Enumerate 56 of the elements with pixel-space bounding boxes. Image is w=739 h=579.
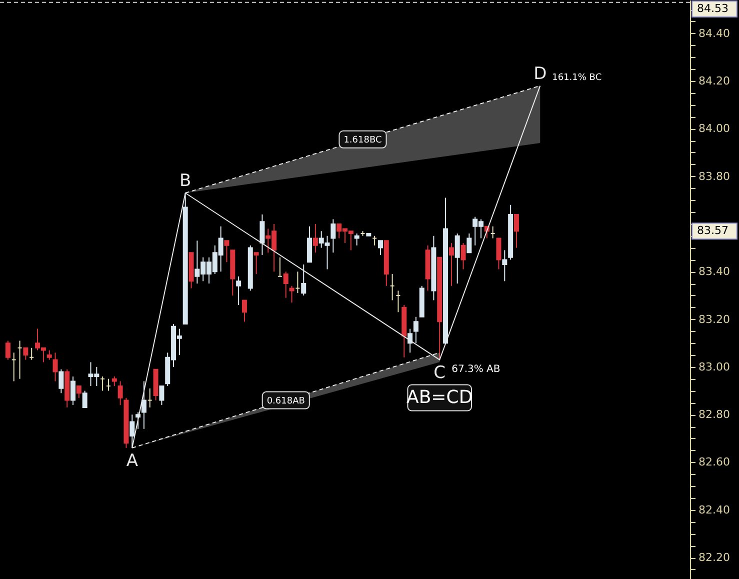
candlestick [312, 223, 318, 254]
y-tick-label: 84.20 [698, 74, 730, 88]
y-tick-label: 83.40 [698, 265, 730, 278]
candlestick [46, 350, 52, 360]
annotation: 67.3% AB [452, 364, 500, 375]
data-label: A [126, 450, 138, 471]
annotation: 161.1% BC [552, 72, 602, 83]
candlestick [301, 264, 306, 296]
data-label: C [434, 362, 446, 383]
candlestick [70, 376, 76, 406]
y-tick-label: 82.60 [698, 456, 730, 469]
candlestick [159, 386, 164, 406]
candlestick [283, 271, 288, 298]
candlestick [496, 238, 502, 270]
y-tick-label: 82.80 [698, 408, 730, 422]
y-tick-label: 82.20 [698, 551, 730, 564]
candlestick [23, 347, 28, 360]
y-tick-label: 82.40 [698, 503, 730, 516]
candlestick [514, 214, 519, 248]
candlestick [254, 252, 259, 275]
candlestick [118, 380, 123, 406]
candlestick [454, 233, 460, 284]
candlestick [466, 233, 472, 254]
candlestick [141, 380, 146, 430]
annotation: 0.618AB [266, 396, 305, 406]
candlestick [289, 285, 294, 304]
candlestick [112, 376, 117, 386]
candlestick [378, 240, 383, 256]
candlestick [502, 250, 508, 282]
text: 83.57 [697, 224, 728, 238]
data-label: D [534, 64, 547, 84]
candlestick [260, 214, 265, 256]
candlestick [307, 226, 312, 263]
annotation: 1.618BC [344, 135, 382, 146]
candlestick [413, 316, 418, 344]
candlestick [408, 328, 413, 354]
y-tick-label: 83.80 [698, 170, 730, 183]
candlestick [236, 276, 242, 306]
candlestick [354, 233, 360, 246]
candlestick [330, 218, 336, 254]
candlestick [82, 390, 88, 408]
ref-line-label: 84.53 [697, 2, 728, 15]
candlestick [460, 242, 466, 270]
y-tick-label: 84.00 [698, 122, 730, 136]
candlestick [242, 300, 247, 322]
y-tick-label: 84.40 [698, 26, 730, 40]
candlestick [52, 352, 58, 382]
candlestick [76, 386, 82, 398]
candlestick [5, 340, 10, 360]
candlestick [448, 242, 454, 286]
data-label: B [180, 171, 192, 191]
candlestick [58, 368, 64, 394]
candlestick [224, 240, 230, 263]
candlestick [130, 414, 135, 448]
y-tick-label: 83.20 [698, 312, 730, 326]
y-tick-label: 83.00 [698, 360, 730, 374]
